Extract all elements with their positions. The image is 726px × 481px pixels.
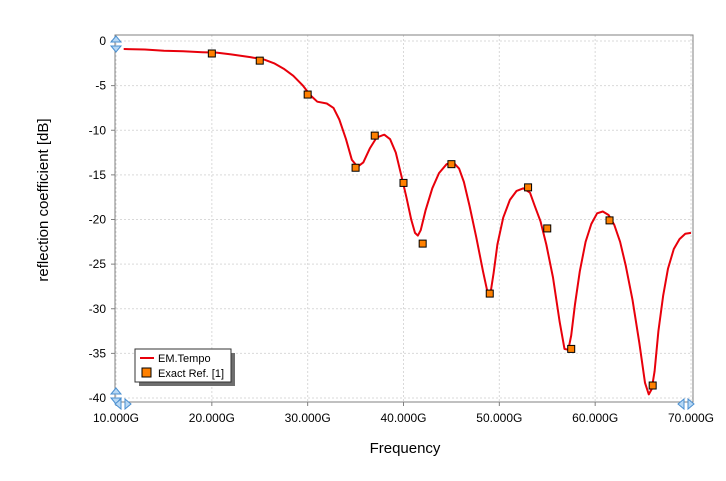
legend-label-em-tempo: EM.Tempo — [158, 353, 211, 365]
x-axis-title: Frequency — [370, 440, 441, 457]
data-point-exact-ref — [303, 90, 312, 99]
y-tick-label: -15 — [89, 168, 107, 182]
y-tick-label: -35 — [89, 346, 107, 360]
x-tick-label: 10.000G — [93, 411, 139, 425]
y-axis-ticks: 0 -5 -10 -15 -20 -25 -30 -35 -40 — [89, 34, 115, 405]
y-tick-label: -10 — [89, 123, 107, 137]
data-point-exact-ref — [567, 344, 576, 353]
x-tick-label: 60.000G — [572, 411, 618, 425]
x-axis-ticks: 10.000G 20.000G 30.000G 40.000G 50.000G 60.00… — [93, 402, 714, 425]
x-axis-right-handle[interactable] — [677, 397, 695, 411]
data-point-exact-ref — [543, 224, 552, 233]
x-tick-label: 20.000G — [189, 411, 235, 425]
data-point-exact-ref — [418, 239, 427, 248]
grid-lines — [115, 35, 693, 402]
legend[interactable]: EM.Tempo Exact Ref. [1] — [134, 348, 235, 386]
data-point-exact-ref — [399, 178, 408, 187]
series-markers — [207, 49, 657, 390]
data-point-exact-ref — [524, 183, 533, 192]
data-point-exact-ref — [207, 49, 216, 58]
data-point-exact-ref — [351, 163, 360, 172]
x-tick-label: 30.000G — [285, 411, 331, 425]
data-point-exact-ref — [605, 216, 614, 225]
series-line-em-tempo — [123, 48, 692, 396]
x-tick-label: 50.000G — [476, 411, 522, 425]
legend-label-exact-ref: Exact Ref. [1] — [158, 368, 224, 380]
legend-marker-swatch — [141, 367, 152, 378]
y-tick-label: 0 — [99, 34, 106, 48]
y-tick-label: -30 — [89, 302, 107, 316]
y-tick-label: -20 — [89, 213, 107, 227]
data-point-exact-ref — [485, 289, 494, 298]
series-lines — [123, 48, 692, 396]
data-point-exact-ref — [447, 160, 456, 169]
x-tick-label: 70.000G — [668, 411, 714, 425]
data-point-exact-ref — [648, 381, 657, 390]
y-tick-label: -25 — [89, 257, 107, 271]
data-point-exact-ref — [255, 56, 264, 65]
data-point-exact-ref — [370, 131, 379, 140]
x-tick-label: 40.000G — [380, 411, 426, 425]
y-axis-top-handle[interactable] — [109, 35, 123, 53]
y-tick-label: -40 — [89, 391, 107, 405]
x-axis-left-handle[interactable] — [114, 397, 132, 411]
y-axis-title: reflection coefficient [dB] — [35, 118, 52, 281]
y-tick-label: -5 — [95, 79, 106, 93]
